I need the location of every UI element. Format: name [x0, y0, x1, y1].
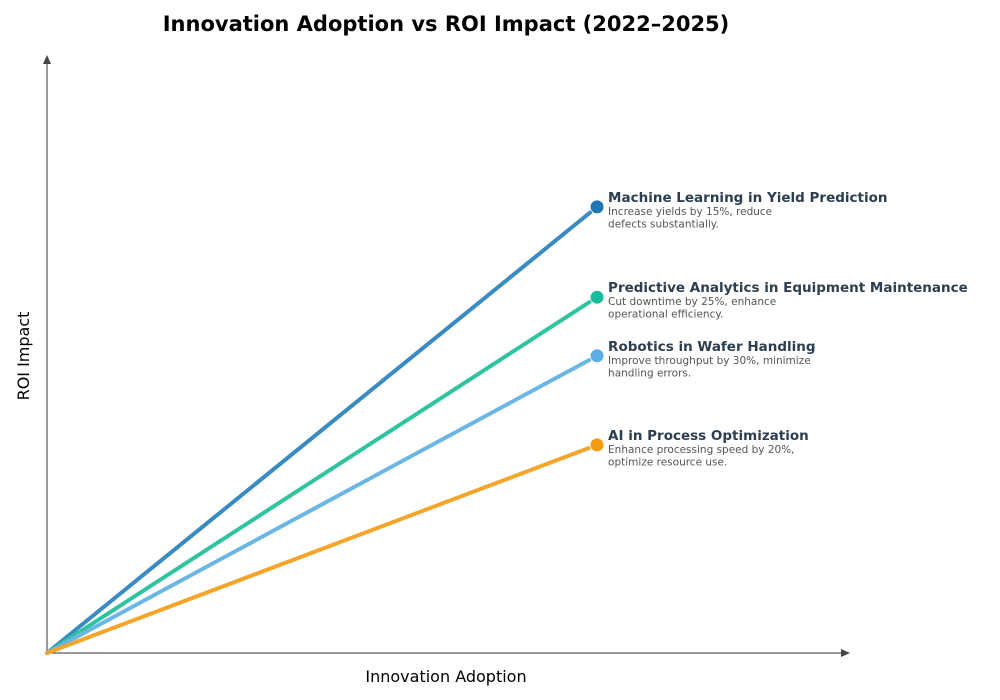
y-axis	[43, 55, 51, 653]
series-0: Machine Learning in Yield PredictionIncr…	[45, 190, 888, 655]
series-end-marker	[590, 349, 604, 363]
series-label: Machine Learning in Yield Prediction	[608, 190, 887, 206]
series-description: handling errors.	[608, 367, 691, 379]
series-end-marker	[590, 438, 604, 452]
y-axis-arrow-icon	[43, 55, 51, 64]
series-line	[45, 210, 593, 655]
series-description: defects substantially.	[608, 218, 719, 230]
x-axis	[47, 649, 850, 657]
series-description: operational efficiency.	[608, 309, 723, 321]
series-line	[45, 446, 591, 655]
series-description: Improve throughput by 30%, minimize	[608, 355, 811, 367]
series-description: Cut downtime by 25%, enhance	[608, 296, 776, 308]
series-line	[45, 358, 592, 655]
series-end-marker	[590, 290, 604, 304]
series-description: Increase yields by 15%, reduce	[608, 206, 772, 218]
series-label: Robotics in Wafer Handling	[608, 339, 815, 355]
series-description: Enhance processing speed by 20%,	[608, 444, 794, 456]
series-end-marker	[590, 200, 604, 214]
x-axis-label: Innovation Adoption	[365, 667, 526, 686]
series-label: Predictive Analytics in Equipment Mainte…	[608, 280, 968, 296]
y-axis-label: ROI Impact	[14, 312, 33, 401]
series-label: AI in Process Optimization	[608, 428, 809, 444]
chart-title: Innovation Adoption vs ROI Impact (2022–…	[163, 12, 730, 36]
series-description: optimize resource use.	[608, 456, 727, 468]
series-1: Predictive Analytics in Equipment Mainte…	[45, 280, 968, 655]
series-line	[45, 300, 592, 655]
x-axis-arrow-icon	[841, 649, 850, 657]
